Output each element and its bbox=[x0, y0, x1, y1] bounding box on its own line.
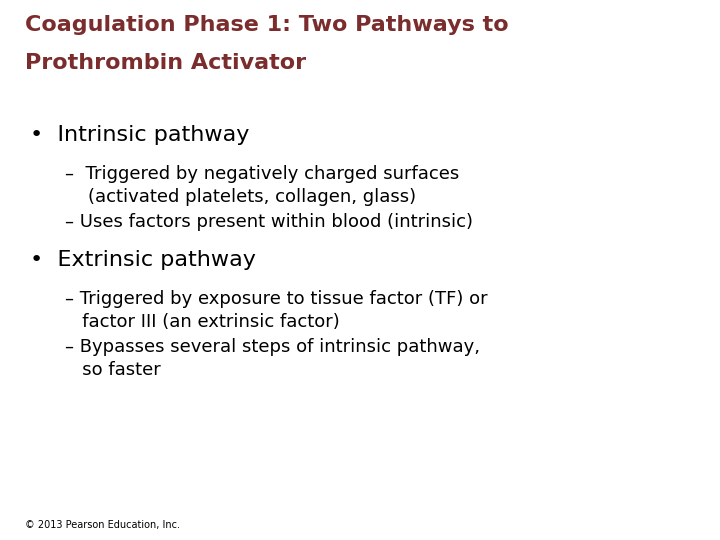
Text: factor III (an extrinsic factor): factor III (an extrinsic factor) bbox=[65, 313, 340, 331]
Text: – Triggered by exposure to tissue factor (TF) or: – Triggered by exposure to tissue factor… bbox=[65, 290, 487, 308]
Text: –  Triggered by negatively charged surfaces: – Triggered by negatively charged surfac… bbox=[65, 165, 459, 183]
Text: •  Intrinsic pathway: • Intrinsic pathway bbox=[30, 125, 249, 145]
Text: Coagulation Phase 1: Two Pathways to: Coagulation Phase 1: Two Pathways to bbox=[25, 15, 508, 35]
Text: (activated platelets, collagen, glass): (activated platelets, collagen, glass) bbox=[65, 188, 416, 206]
Text: so faster: so faster bbox=[65, 361, 161, 379]
Text: •  Extrinsic pathway: • Extrinsic pathway bbox=[30, 250, 256, 270]
Text: – Uses factors present within blood (intrinsic): – Uses factors present within blood (int… bbox=[65, 213, 473, 231]
Text: © 2013 Pearson Education, Inc.: © 2013 Pearson Education, Inc. bbox=[25, 520, 180, 530]
Text: – Bypasses several steps of intrinsic pathway,: – Bypasses several steps of intrinsic pa… bbox=[65, 338, 480, 356]
Text: Prothrombin Activator: Prothrombin Activator bbox=[25, 53, 306, 73]
